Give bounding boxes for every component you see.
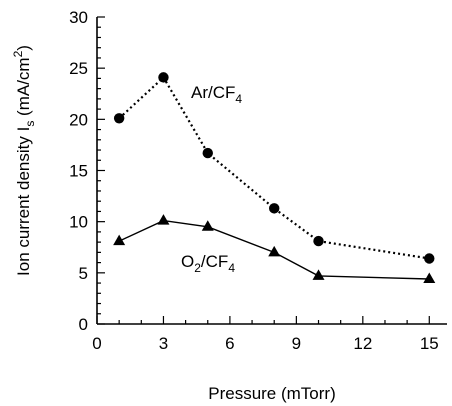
data-point-triangle (113, 234, 126, 246)
y-axis-title: Ion current density Is (mA/cm2) (11, 45, 37, 276)
series-line-1 (118, 219, 430, 280)
y-tick-label: 15 (69, 162, 88, 181)
labels: Pressure (mTorr) Ion current density Is … (11, 45, 336, 403)
data-point-circle (269, 203, 280, 214)
data-point-circle (313, 235, 324, 247)
series-label-o2-cf4: O2/CF4 (181, 252, 235, 275)
series-line-0 (118, 75, 430, 260)
y-tick-label: 25 (69, 59, 88, 78)
data-point-circle (113, 113, 125, 124)
x-tick-label: 9 (292, 334, 301, 353)
data-point-triangle (268, 245, 281, 257)
data-point-triangle (312, 269, 325, 280)
series-layer (113, 72, 436, 283)
x-tick-label: 6 (225, 334, 234, 353)
x-tick-label: 12 (353, 334, 372, 353)
y-tick-label: 30 (69, 8, 88, 27)
data-point-circle (424, 253, 435, 264)
series-label-ar-cf4: Ar/CF4 (191, 83, 242, 106)
x-axis-title: Pressure (mTorr) (208, 384, 336, 403)
data-point-circle (202, 147, 213, 159)
data-point-triangle (423, 272, 436, 283)
data-point-triangle (157, 214, 170, 225)
data-point-triangle (201, 220, 214, 231)
y-tick-label: 0 (79, 315, 88, 334)
x-tick-label: 3 (159, 334, 168, 353)
x-tick-label: 15 (420, 334, 439, 353)
y-tick-label: 10 (69, 213, 88, 232)
data-point-circle (158, 72, 169, 83)
axes: 0 5 10 15 20 25 30 0 3 6 9 12 15 (69, 8, 447, 353)
y-tick-label: 20 (69, 110, 88, 129)
y-tick-label: 5 (79, 264, 88, 283)
x-tick-label: 0 (92, 334, 101, 353)
